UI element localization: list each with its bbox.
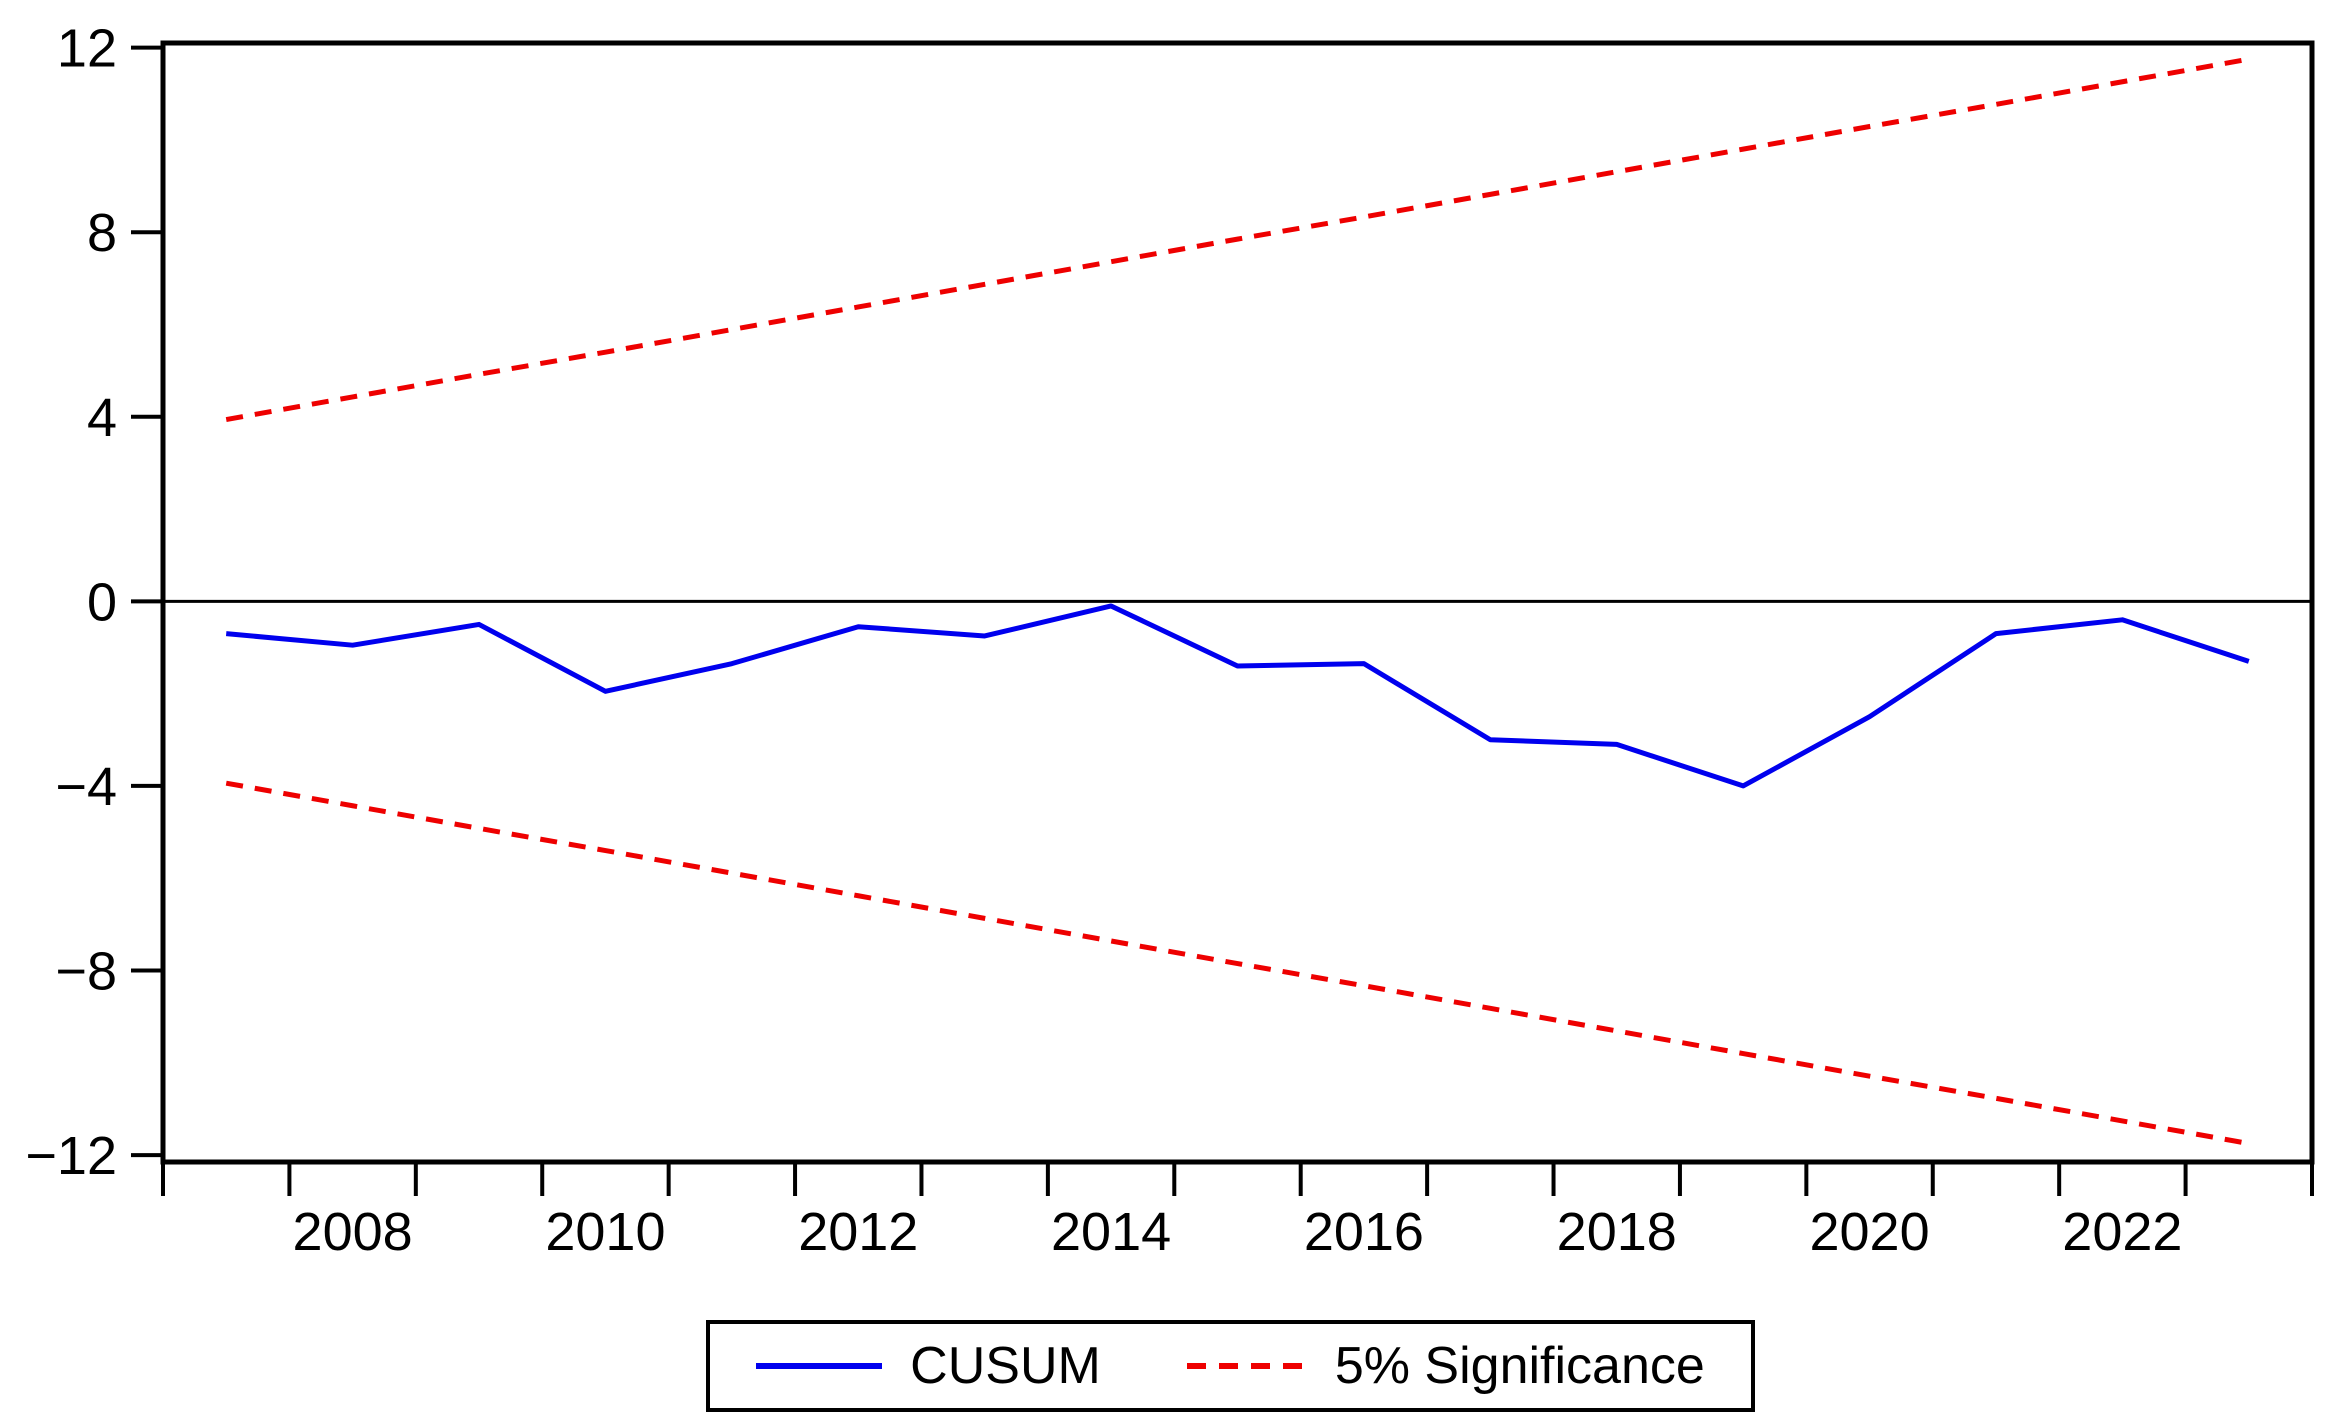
x-axis-ticks bbox=[161, 1162, 2314, 1196]
legend-significance-label: 5% Significance bbox=[1334, 1337, 1705, 1395]
legend-box: CUSUM 5% Significance bbox=[706, 1320, 1755, 1412]
y-axis-tick-label: −4 bbox=[55, 757, 117, 817]
cusum-line-swatch bbox=[756, 1363, 883, 1369]
cusum-line bbox=[225, 603, 2250, 789]
x-axis-tick-label: 2016 bbox=[1304, 1202, 1424, 1262]
significance-bound-line bbox=[225, 780, 2250, 1147]
y-axis-tick-label: 4 bbox=[87, 388, 117, 448]
y-axis-labels: 12 8 4 0 −4 −8 −12 bbox=[25, 19, 117, 1186]
series-lines bbox=[225, 56, 2250, 1147]
y-axis-tick-label: 12 bbox=[57, 19, 117, 79]
x-axis-tick-label: 2014 bbox=[1051, 1202, 1171, 1262]
x-axis-tick-label: 2018 bbox=[1557, 1202, 1677, 1262]
significance-dashed-swatch bbox=[1186, 1363, 1307, 1369]
x-axis-tick-label: 2010 bbox=[545, 1202, 665, 1262]
y-axis-tick-label: 0 bbox=[87, 572, 117, 632]
significance-bound-line bbox=[225, 56, 2250, 422]
y-axis-tick-label: −8 bbox=[55, 942, 117, 1002]
x-axis-labels: 2008 2010 2012 2014 2016 2018 2020 2022 bbox=[293, 1202, 2183, 1262]
x-axis-tick-label: 2022 bbox=[2062, 1202, 2182, 1262]
x-axis-tick-label: 2020 bbox=[1809, 1202, 1929, 1262]
y-axis-tick-label: −12 bbox=[25, 1126, 117, 1186]
x-axis-tick-label: 2008 bbox=[293, 1202, 413, 1262]
y-axis-tick-label: 8 bbox=[87, 203, 117, 263]
plot-border bbox=[160, 40, 2315, 1165]
legend-cusum-label: CUSUM bbox=[910, 1337, 1101, 1395]
x-axis-tick-label: 2012 bbox=[798, 1202, 918, 1262]
y-axis-ticks bbox=[131, 45, 163, 1158]
